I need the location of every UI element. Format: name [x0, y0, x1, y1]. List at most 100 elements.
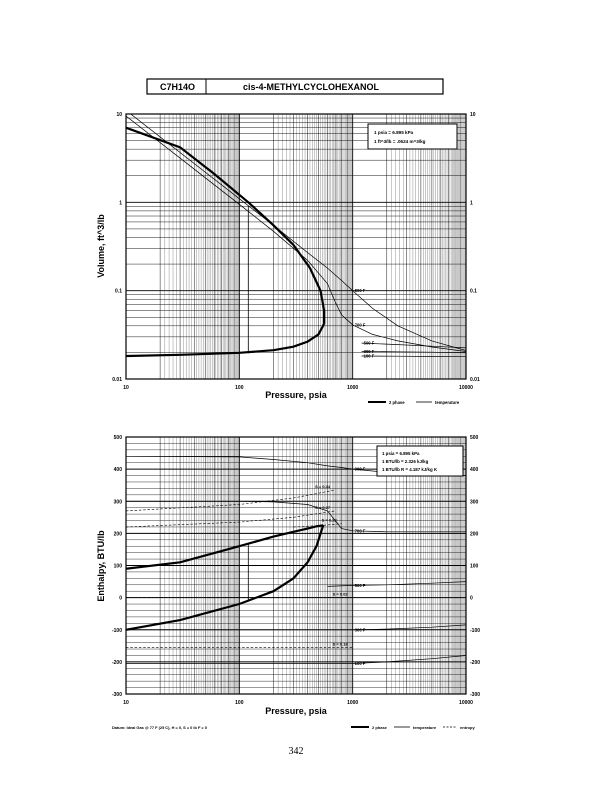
y-tick-label-right: 200	[470, 531, 479, 537]
y-tick-label-right: -200	[470, 660, 480, 666]
volume-chart-legend: 2 phase temperature	[368, 400, 460, 405]
x-tick-label: 10	[123, 700, 129, 706]
isotherm-label: 700 F	[355, 322, 366, 327]
isotherm-300f	[361, 351, 466, 354]
enthalpy-chart-xlabel: Pressure, psia	[265, 706, 328, 716]
legend-2phase: 2 phase	[389, 400, 405, 405]
isotherm-100f	[361, 355, 466, 358]
isotherm-500f	[361, 342, 466, 349]
y-tick-label-right: 400	[470, 467, 479, 473]
entropy-label: S = 0.02	[333, 592, 349, 597]
isotherm-label: 100 F	[364, 354, 375, 359]
y-tick-label-right: 0.1	[470, 289, 477, 295]
volume-chart-lines	[126, 114, 466, 358]
volume-chart-xlabel: Pressure, psia	[265, 390, 328, 400]
x-tick-label: 100	[235, 700, 244, 706]
plot-area	[126, 455, 466, 664]
x-tick-label: 1000	[347, 700, 358, 706]
isotherm-700f	[126, 500, 466, 533]
y-tick-label-right: 300	[470, 499, 479, 505]
isotherm-100f	[126, 655, 466, 664]
conversion-line-2: 1 BTU/lb = 2.326 kJ/kg	[382, 459, 429, 464]
volume-chart-ticks: 10 100 1000 10000 10 10 1 1 0.1 0.1 0.01 0.01	[112, 112, 480, 391]
y-tick-label-left: 0.1	[115, 289, 122, 295]
x-tick-label: 1000	[347, 385, 358, 391]
saturated-liquid-line	[126, 524, 325, 631]
isotherm-500f	[327, 581, 466, 587]
isotherm-label: 100 F	[355, 661, 366, 666]
conversion-line-1: 1 psia = 6.895 kPa	[382, 451, 420, 456]
y-tick-label-left: -100	[112, 628, 122, 634]
y-tick-label-left: 400	[114, 467, 123, 473]
y-tick-label-right: 1	[470, 200, 473, 206]
y-tick-label-left: 0.01	[112, 377, 122, 383]
conversion-line-1: 1 psia = 6.895 kPa	[374, 130, 414, 135]
header-frame	[146, 78, 444, 95]
enthalpy-chart-lines	[126, 455, 466, 664]
volume-chart: 10 100 1000 10000 10 10 1 1 0.1 0.1 0.01 0.01 800 F…	[96, 112, 480, 405]
isotherm-label: 800 F	[355, 288, 366, 293]
legend-temperature: temperature	[413, 725, 437, 730]
isotherm-800f	[130, 114, 466, 351]
isotherm-label: 900 F	[355, 467, 366, 472]
volume-chart-conversion-box: 1 psia = 6.895 kPa 1 ft^3/lb = .0624 m^3…	[367, 123, 458, 150]
x-tick-label: 10000	[459, 385, 473, 391]
y-tick-label-right: -300	[470, 692, 480, 698]
legend-2phase: 2 phase	[372, 725, 388, 730]
enthalpy-chart-conversion-box: 1 psia = 6.895 kPa 1 BTU/lb = 2.326 kJ/k…	[376, 445, 464, 477]
volume-chart-grid	[126, 114, 466, 379]
isotherm-label: 700 F	[355, 528, 366, 533]
legend-entropy: entropy	[460, 725, 475, 730]
isotherm-label: 300 F	[355, 627, 366, 632]
header-name: cis-4-METHYLCYCLOHEXANOL	[243, 82, 380, 92]
entropy-line	[126, 510, 336, 528]
y-tick-label-right: -100	[470, 628, 480, 634]
plot-area	[126, 114, 466, 358]
page-number: 342	[289, 746, 304, 757]
y-tick-label-right: 500	[470, 435, 479, 441]
isotherm-label: 300 F	[364, 349, 375, 354]
header-box: C7H14O cis-4-METHYLCYCLOHEXANOL	[146, 78, 444, 95]
isotherm-label: 500 F	[355, 583, 366, 588]
entropy-label: S = 0.18	[333, 641, 349, 646]
x-tick-label: 10000	[459, 700, 473, 706]
y-tick-label-right: 0.01	[470, 377, 480, 383]
y-tick-label-right: 0	[470, 596, 473, 602]
enthalpy-chart-ylabel: Enthalpy, BTU/lb	[96, 530, 106, 602]
datum-footnote: Datum: Ideal Gas @ 77 F (25 C), H = 0, S…	[112, 725, 207, 730]
isotherm-label: 500 F	[364, 341, 375, 346]
y-tick-label-left: 100	[114, 564, 123, 570]
y-tick-label-left: 500	[114, 435, 123, 441]
volume-chart-frame	[125, 113, 467, 380]
conversion-line-2: 1 ft^3/lb = .0624 m^3/kg	[374, 139, 426, 144]
entropy-label: S = 0.27	[315, 505, 331, 510]
entropy-line	[126, 489, 336, 512]
saturated-vapor-line	[126, 126, 326, 324]
y-tick-label-left: 10	[116, 112, 122, 118]
enthalpy-chart-curve-labels: 900 F 700 F 500 F 300 F 100 F S = 0.34 S = 0.2…	[315, 467, 366, 666]
legend-temperature: temperature	[435, 400, 460, 405]
isotherm-300f	[126, 624, 466, 631]
entropy-label: S = 0.34	[315, 484, 331, 489]
y-tick-label-left: -200	[112, 660, 122, 666]
isotherm-700f	[126, 115, 466, 352]
y-tick-label-left: 1	[119, 200, 122, 206]
y-tick-label-left: -300	[112, 692, 122, 698]
y-tick-label-left: 300	[114, 499, 123, 505]
enthalpy-chart-legend: 2 phase temperature entropy	[351, 725, 475, 730]
y-tick-label-left: 200	[114, 531, 123, 537]
volume-chart-ylabel: Volume, ft^3/lb	[96, 214, 106, 278]
y-tick-label-left: 0	[119, 596, 122, 602]
entropy-line	[293, 523, 342, 528]
conversion-line-3: 1 BTU/lb R = 4.187 kJ/kg K	[382, 467, 438, 472]
y-tick-label-right: 10	[470, 112, 476, 118]
x-tick-label: 10	[123, 385, 129, 391]
x-tick-label: 100	[235, 385, 244, 391]
y-tick-label-right: 100	[470, 564, 479, 570]
saturated-vapor-line	[126, 524, 324, 570]
saturated-liquid-line	[126, 323, 326, 358]
